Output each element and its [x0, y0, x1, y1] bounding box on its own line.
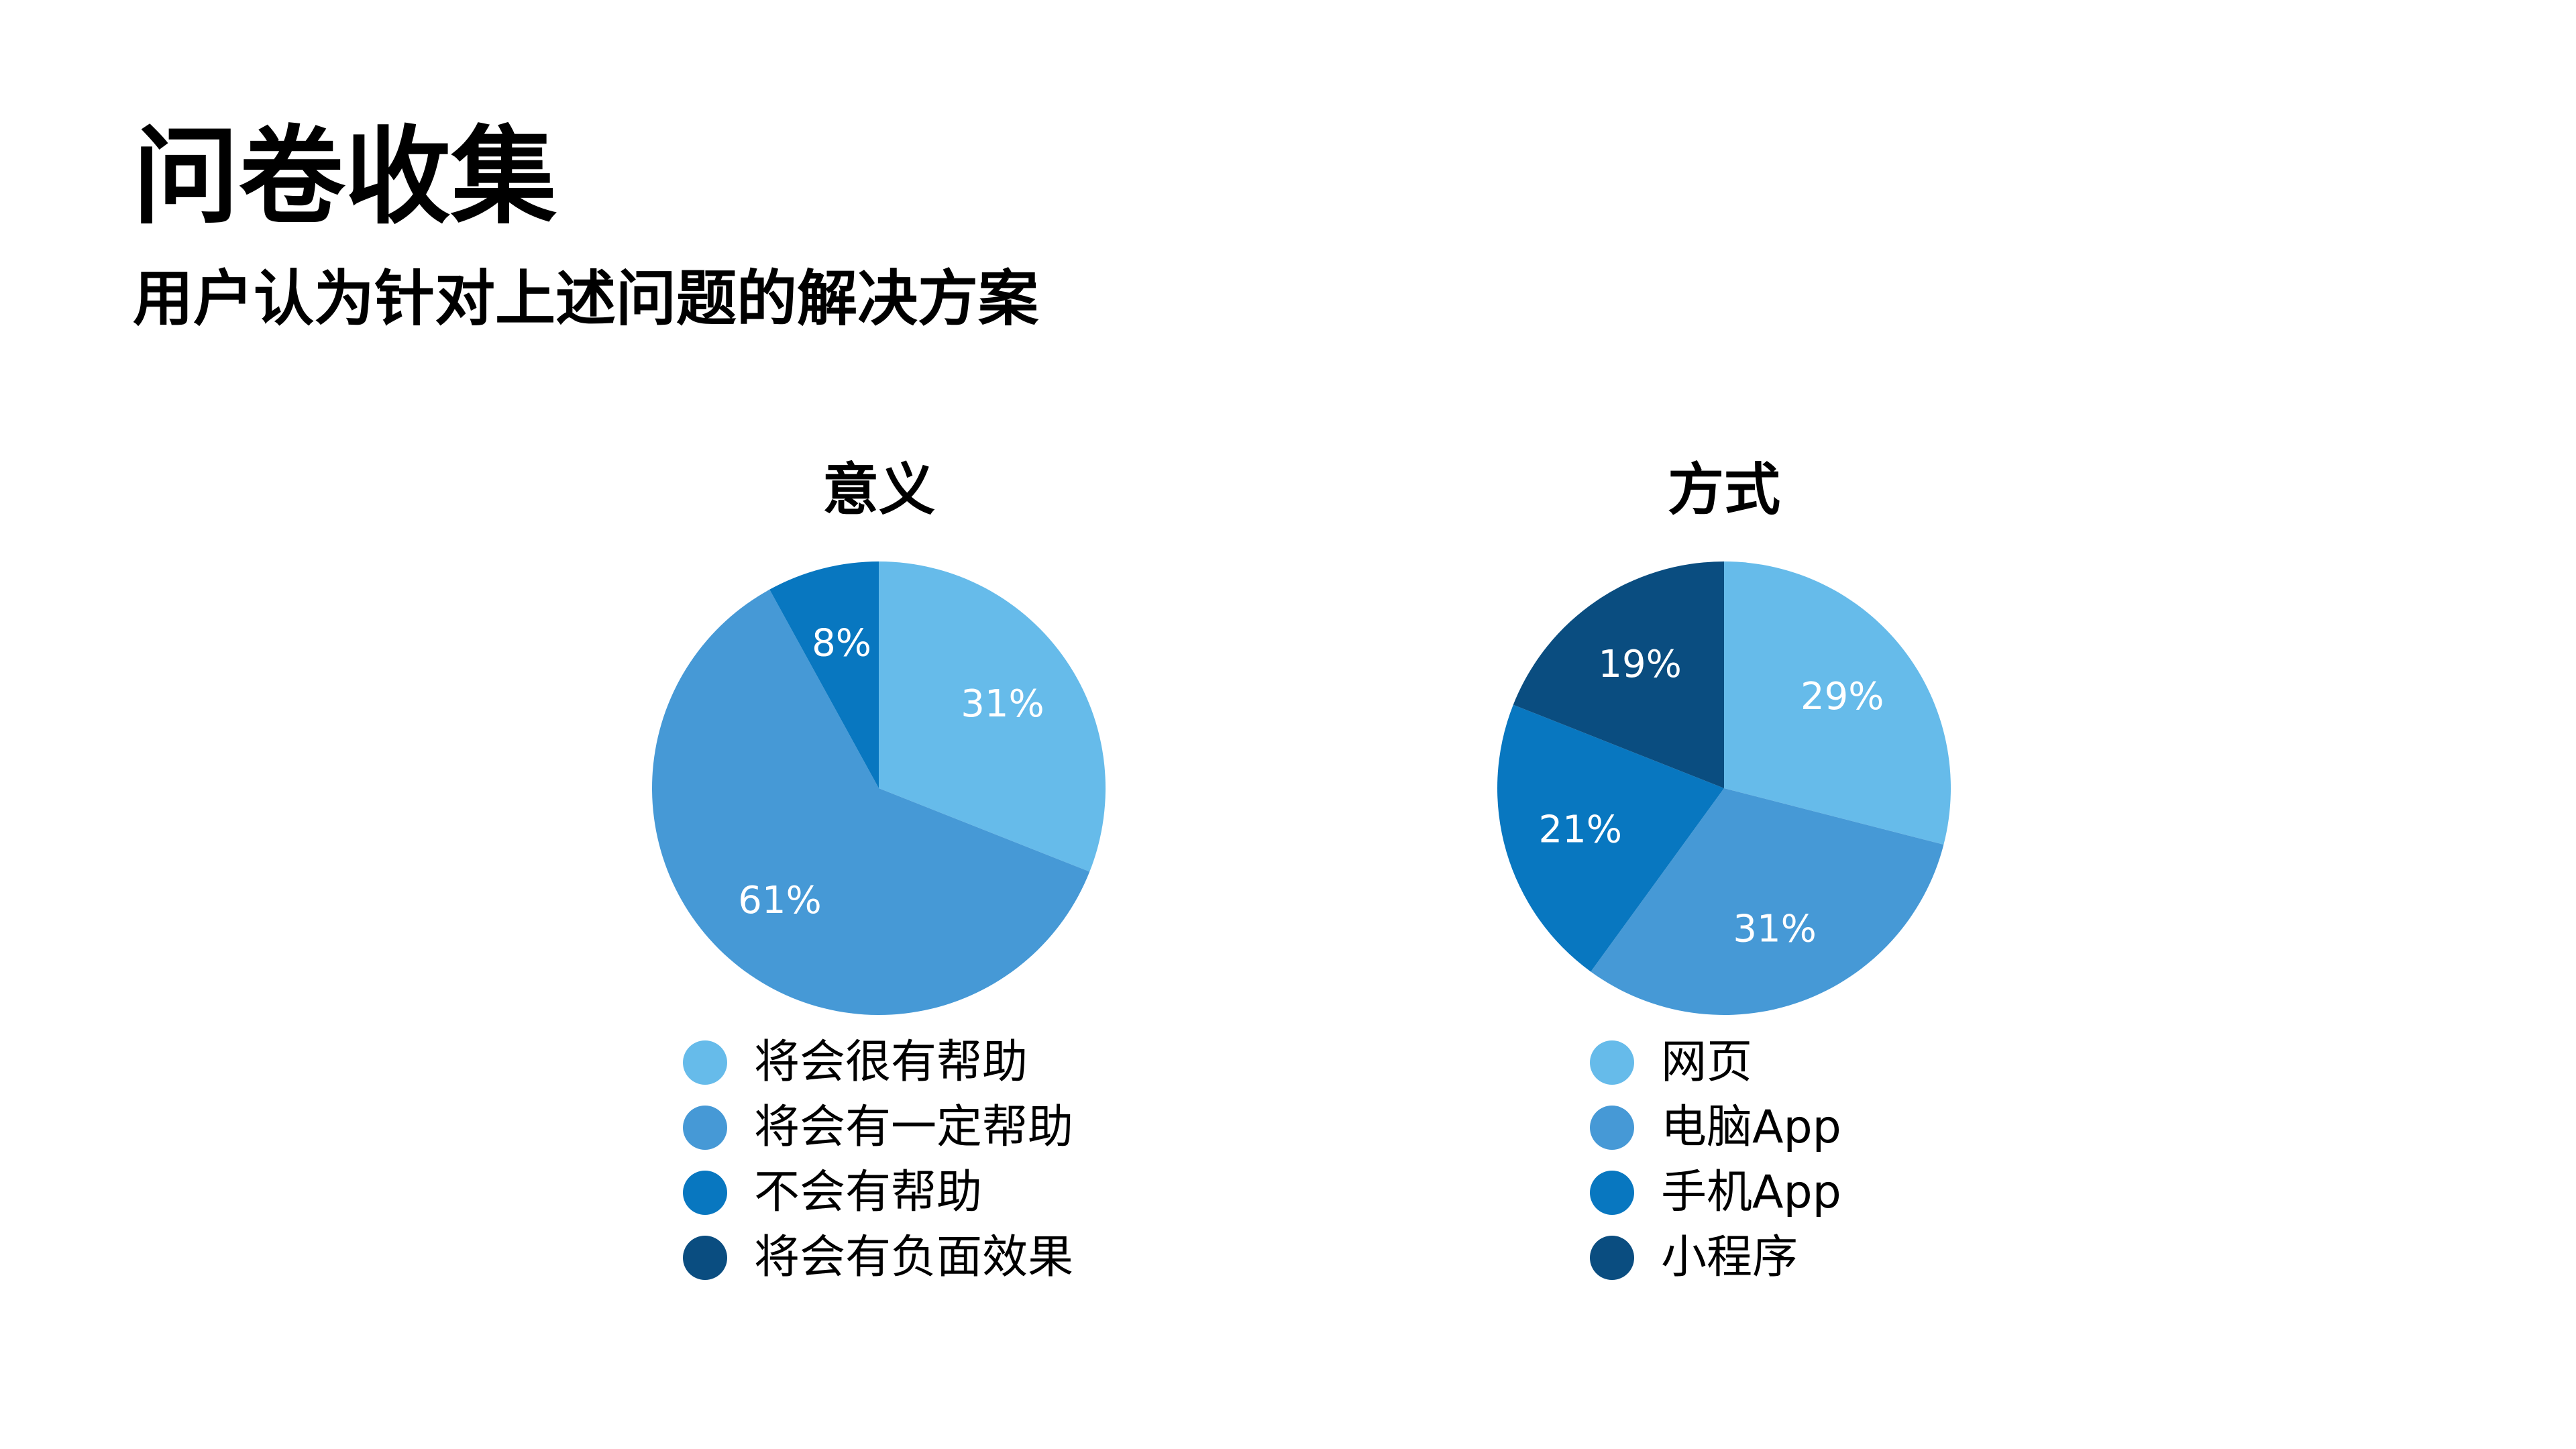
pie-slice	[1724, 561, 1951, 845]
legend-swatch	[683, 1235, 727, 1280]
legend-swatch	[683, 1105, 727, 1150]
slice-label: 31%	[961, 682, 1044, 726]
legend-label: 将会有一定帮助	[754, 1100, 1074, 1154]
legend: 网页 电脑App 手机App 小程序	[1590, 1030, 1841, 1290]
pie-slice	[1513, 561, 1724, 788]
pie-slice	[1497, 704, 1724, 972]
legend-label: 电脑App	[1661, 1100, 1841, 1154]
legend-swatch	[1590, 1235, 1634, 1280]
legend-swatch	[683, 1170, 727, 1215]
legend: 将会很有帮助 将会有一定帮助 不会有帮助 将会有负面效果	[683, 1030, 1073, 1290]
legend-item: 将会有负面效果	[683, 1225, 1073, 1290]
slice-label: 61%	[738, 879, 821, 922]
legend-swatch	[683, 1040, 727, 1085]
legend-item: 将会很有帮助	[683, 1030, 1073, 1095]
legend-swatch	[1590, 1105, 1634, 1150]
slice-label: 19%	[1598, 643, 1681, 686]
page-title: 问卷收集	[133, 115, 557, 239]
slice-label: 21%	[1539, 808, 1622, 852]
pie-slice	[651, 589, 1090, 1016]
legend-label: 将会很有帮助	[754, 1035, 1028, 1089]
legend-item: 小程序	[1590, 1225, 1841, 1290]
page-subtitle: 用户认为针对上述问题的解决方案	[133, 264, 1038, 334]
legend-item: 将会有一定帮助	[683, 1095, 1073, 1160]
legend-label: 不会有帮助	[754, 1165, 983, 1219]
pie-chart-meaning: 意义 31% 61% 8% 将会很有帮助 将会有一定帮助 不会有帮助 将会有负面效果	[543, 456, 1214, 1328]
legend-item: 网页	[1590, 1030, 1841, 1095]
legend-item: 手机App	[1590, 1160, 1841, 1225]
legend-label: 小程序	[1661, 1230, 1799, 1284]
slice-label: 29%	[1801, 675, 1884, 718]
chart-title: 方式	[1667, 457, 1780, 523]
pie-slice	[879, 561, 1106, 872]
legend-item: 电脑App	[1590, 1095, 1841, 1160]
chart-title: 意义	[822, 457, 935, 523]
slice-label: 8%	[812, 621, 871, 665]
slice-label: 31%	[1733, 907, 1816, 951]
legend-swatch	[1590, 1040, 1634, 1085]
pie-svg: 29% 31% 21% 19%	[1497, 561, 1951, 1016]
legend-label: 手机App	[1661, 1165, 1841, 1219]
legend-label: 网页	[1661, 1035, 1753, 1089]
pie-slice	[1591, 788, 1944, 1016]
pie-slice	[769, 561, 879, 788]
pie-svg: 31% 61% 8%	[651, 561, 1106, 1016]
legend-swatch	[1590, 1170, 1634, 1215]
legend-item: 不会有帮助	[683, 1160, 1073, 1225]
pie-chart-method: 方式 29% 31% 21% 19% 网页 电脑App 手机App 小程序	[1389, 456, 2059, 1328]
legend-label: 将会有负面效果	[754, 1230, 1074, 1284]
